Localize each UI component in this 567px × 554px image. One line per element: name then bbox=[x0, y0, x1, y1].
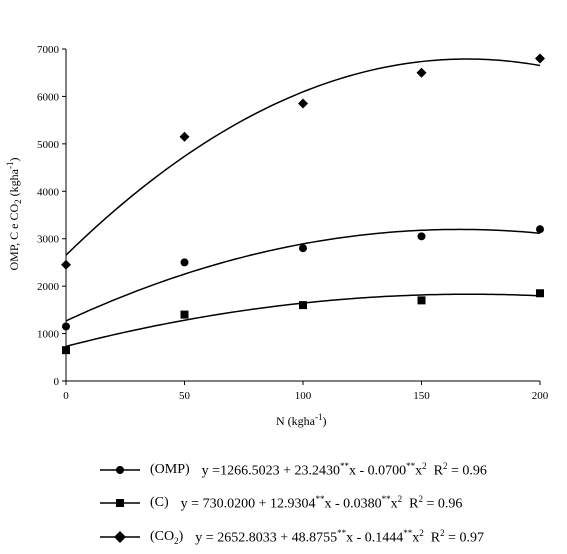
x-axis-title: N (kgha-1) bbox=[276, 412, 327, 429]
data-point-diamond bbox=[179, 131, 190, 142]
eq-r2: R bbox=[409, 496, 419, 512]
eq-r2: R bbox=[430, 530, 441, 546]
x-axis-title-main: N (kgha bbox=[276, 414, 315, 428]
eq-lead: y = 730.0200 + 12.9304 bbox=[180, 496, 316, 512]
fit-curve-2 bbox=[65, 58, 541, 256]
tick-labels: 0 1000 2000 3000 4000 5000 6000 7000 0 50 100 150 20… bbox=[37, 44, 549, 402]
legend-equation: y =1266.5023 + 23.2430**x - 0.0700**x2 R… bbox=[202, 461, 487, 480]
data-point-square bbox=[417, 296, 426, 305]
eq-r2val: = 0.96 bbox=[447, 463, 487, 479]
data-point-square bbox=[299, 301, 307, 310]
data-point-square bbox=[180, 310, 189, 319]
legend-item-omp: (OMP) y =1266.5023 + 23.2430**x - 0.0700… bbox=[100, 460, 487, 480]
legend-equation: y = 2652.8033 + 48.8755**x - 0.1444**x2 … bbox=[195, 528, 484, 547]
legend-series-name: (CO2) bbox=[150, 529, 183, 546]
legend-swatch-c bbox=[100, 499, 140, 507]
data-point-square bbox=[62, 346, 70, 355]
axes bbox=[62, 48, 541, 385]
legend-series-name-sub: 2 bbox=[174, 535, 179, 546]
y-tick-label: 2000 bbox=[37, 281, 60, 293]
x-tick-label: 150 bbox=[413, 390, 430, 402]
data-point-diamond bbox=[535, 53, 545, 64]
legend-swatch-co2 bbox=[100, 531, 140, 543]
eq-tail: x bbox=[415, 463, 423, 479]
y-tick-label: 1000 bbox=[37, 329, 60, 341]
legend-series-name-main: (CO bbox=[150, 528, 175, 544]
eq-sig2: ** bbox=[406, 460, 416, 471]
x-axis-title-close: ) bbox=[322, 414, 327, 428]
eq-tail: x bbox=[412, 530, 420, 546]
diamond-marker-icon bbox=[114, 531, 126, 543]
data-point-circle bbox=[62, 322, 70, 331]
y-axis-title-sub: 2 bbox=[13, 199, 24, 204]
x-tick-label: 100 bbox=[295, 390, 312, 402]
legend-equation: y = 730.0200 + 12.9304**x - 0.0380**x2 R… bbox=[181, 494, 463, 513]
data-point-square bbox=[536, 289, 544, 298]
data-point-diamond bbox=[61, 259, 71, 270]
eq-sig1: ** bbox=[337, 527, 347, 538]
eq-r2val: = 0.97 bbox=[444, 530, 485, 546]
fit-curve-0 bbox=[65, 228, 541, 322]
data-point-circle bbox=[417, 232, 426, 241]
y-axis-title-close: ) bbox=[6, 157, 21, 162]
x-tick-label: 0 bbox=[63, 390, 69, 402]
x-tick-label: 50 bbox=[179, 390, 191, 402]
y-tick-label: 0 bbox=[54, 376, 60, 388]
data-point-diamond bbox=[416, 67, 427, 78]
y-tick-label: 7000 bbox=[37, 44, 60, 56]
y-axis-title-sup: -1 bbox=[4, 161, 15, 169]
x-tick-label: 200 bbox=[532, 390, 549, 402]
eq-r2val: = 0.96 bbox=[422, 496, 463, 512]
eq-mid: x - 0.0700 bbox=[348, 463, 407, 479]
y-axis-title-main: OMP, C e CO bbox=[6, 203, 21, 271]
square-marker-icon bbox=[116, 499, 124, 507]
eq-exp: 2 bbox=[419, 527, 424, 538]
eq-lead: y = 2652.8033 + 48.8755 bbox=[195, 530, 338, 546]
eq-r2exp: 2 bbox=[442, 460, 448, 471]
eq-exp: 2 bbox=[397, 493, 403, 504]
data-point-circle bbox=[299, 244, 307, 253]
x-axis-title-sup: -1 bbox=[315, 412, 323, 422]
data-point-diamond bbox=[298, 98, 308, 109]
y-axis-title-unit: (kgha bbox=[6, 168, 21, 200]
y-tick-label: 6000 bbox=[37, 91, 60, 103]
eq-r2exp: 2 bbox=[440, 527, 445, 538]
legend-item-c: (C) y = 730.0200 + 12.9304**x - 0.0380**… bbox=[100, 493, 462, 513]
eq-r2: R bbox=[433, 463, 443, 479]
y-tick-label: 5000 bbox=[37, 139, 60, 151]
data-points bbox=[61, 53, 545, 355]
legend-series-name: (C) bbox=[150, 495, 169, 510]
eq-sig2: ** bbox=[381, 493, 391, 504]
y-tick-label: 4000 bbox=[37, 186, 60, 198]
eq-r2exp: 2 bbox=[418, 493, 423, 504]
legend-item-co2: (CO2) y = 2652.8033 + 48.8755**x - 0.144… bbox=[100, 527, 484, 547]
eq-lead: y =1266.5023 + 23.2430 bbox=[201, 463, 340, 479]
eq-mid: x - 0.1444 bbox=[346, 530, 404, 546]
eq-sig1: ** bbox=[315, 493, 325, 504]
eq-sig2: ** bbox=[403, 527, 413, 538]
eq-exp: 2 bbox=[422, 460, 427, 471]
eq-tail: x bbox=[390, 496, 398, 512]
data-point-circle bbox=[536, 225, 544, 234]
y-tick-label: 3000 bbox=[37, 234, 60, 246]
legend-series-name: (OMP) bbox=[150, 462, 190, 477]
legend-swatch-omp bbox=[100, 466, 140, 474]
circle-marker-icon bbox=[116, 466, 124, 474]
eq-sig1: ** bbox=[339, 460, 349, 471]
legend-series-name-close: ) bbox=[178, 528, 184, 544]
data-point-circle bbox=[180, 258, 189, 267]
eq-mid: x - 0.0380 bbox=[324, 496, 382, 512]
